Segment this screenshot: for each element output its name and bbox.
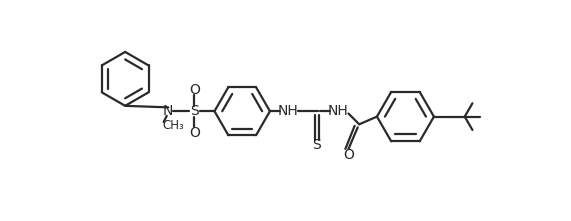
Text: O: O: [189, 126, 200, 140]
Text: S: S: [190, 104, 199, 118]
Text: O: O: [343, 148, 354, 162]
Text: CH₃: CH₃: [162, 119, 184, 131]
Text: NH: NH: [328, 104, 349, 118]
Text: N: N: [163, 104, 174, 118]
Text: O: O: [189, 83, 200, 97]
Text: NH: NH: [278, 104, 299, 118]
Text: S: S: [312, 138, 320, 152]
